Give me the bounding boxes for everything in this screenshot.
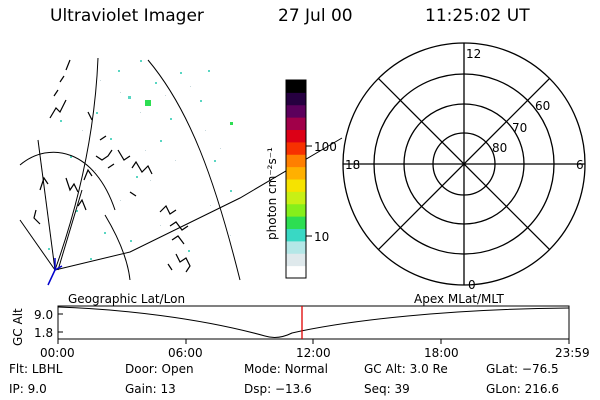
colorbar-cell (286, 154, 306, 168)
geographic-caption: Geographic Lat/Lon (68, 292, 185, 306)
polar-label-right: 6 (576, 158, 584, 172)
ip-label: IP: (9, 382, 24, 396)
polar-label-top: 12 (466, 47, 481, 61)
colorbar-cell (286, 129, 306, 143)
door-value: Open (161, 362, 194, 376)
mode-value: Normal (284, 362, 328, 376)
colorbar-cell (286, 203, 306, 217)
x-tick-0600: 06:00 (168, 346, 203, 360)
colorbar-cell (286, 253, 306, 267)
colorbar: 100 10 photon cm⁻²s⁻¹ (265, 79, 337, 279)
seq-field: Seq: 39 (364, 382, 410, 396)
colorbar-cell (286, 240, 306, 254)
colorbar-tick-100: 100 (314, 140, 337, 154)
colorbar-cell (286, 166, 306, 180)
glon-label: GLon: (486, 382, 521, 396)
date-label: 27 Jul 00 (278, 6, 353, 26)
flt-label: Flt: (9, 362, 28, 376)
colorbar-cell (286, 179, 306, 192)
dsp-field: Dsp: −13.6 (244, 382, 312, 396)
glat-label: GLat: (486, 362, 519, 376)
gain-field: Gain: 13 (125, 382, 176, 396)
glon-value: 216.6 (524, 382, 559, 396)
polar-plot (342, 42, 586, 286)
polar-label-left: 18 (345, 158, 360, 172)
x-tick-0000: 00:00 (40, 346, 75, 360)
flt-value: LBHL (31, 362, 63, 376)
mode-field: Mode: Normal (244, 362, 328, 376)
door-field: Door: Open (125, 362, 194, 376)
mode-label: Mode: (244, 362, 281, 376)
polar-ring-label-60: 60 (535, 99, 550, 113)
polar-labels: 12 0 18 6 60 70 80 (345, 47, 584, 292)
colorbar-tick-10: 10 (314, 230, 329, 244)
apex-caption: Apex MLat/MLT (414, 292, 504, 306)
colorbar-cell (286, 117, 306, 131)
y-tick-9: 9.0 (34, 308, 53, 322)
polar-label-bottom: 0 (468, 278, 476, 292)
polar-ring-label-80: 80 (492, 141, 507, 155)
colorbar-label: photon cm⁻²s⁻¹ (265, 147, 279, 240)
polar-ring-label-70: 70 (512, 121, 527, 135)
colorbar-cell (286, 216, 306, 230)
seq-label: Seq: (364, 382, 391, 396)
colorbar-cell (286, 141, 306, 155)
colorbar-cell (286, 228, 306, 242)
dsp-label: Dsp: (244, 382, 272, 396)
x-tick-1200: 12:00 (296, 346, 331, 360)
glat-value: −76.5 (521, 362, 559, 376)
x-tick-2359: 23:59 (555, 346, 590, 360)
gc-alt-field: GC Alt: 3.0 Re (364, 362, 448, 376)
colorbar-cell (286, 265, 306, 279)
colorbar-cell (286, 92, 306, 106)
dsp-value: −13.6 (274, 382, 312, 396)
colorbar-cell (286, 191, 306, 205)
timeline-axis-label: GC Alt (11, 308, 25, 346)
geographic-image-panel (19, 57, 343, 286)
gain-label: Gain: (125, 382, 157, 396)
seq-value: 39 (394, 382, 410, 396)
instrument-title: Ultraviolet Imager (50, 6, 204, 26)
gain-value: 13 (160, 382, 176, 396)
colorbar-cell (286, 80, 306, 93)
x-tick-1800: 18:00 (424, 346, 459, 360)
time-label: 11:25:02 UT (425, 6, 530, 26)
glon-field: GLon: 216.6 (486, 382, 559, 396)
ip-field: IP: 9.0 (9, 382, 47, 396)
ip-value: 9.0 (27, 382, 47, 396)
flt-field: Flt: LBHL (9, 362, 62, 376)
gc-alt-label: GC Alt: (364, 362, 406, 376)
y-tick-1-8: 1.8 (34, 326, 53, 340)
door-label: Door: (125, 362, 158, 376)
colorbar-cell (286, 104, 306, 118)
gc-alt-value: 3.0 Re (409, 362, 448, 376)
altitude-timeline: 9.0 1.8 GC Alt Geographic Lat/Lon Apex M… (11, 292, 590, 360)
glat-field: GLat: −76.5 (486, 362, 559, 376)
